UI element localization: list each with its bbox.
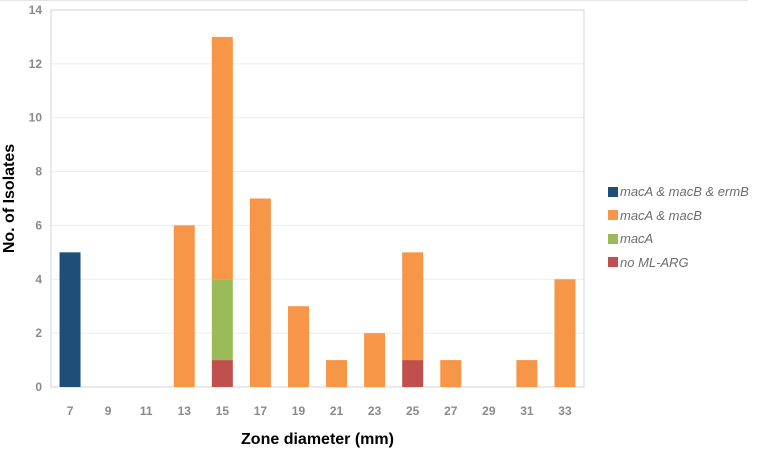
bar-segment (440, 360, 462, 387)
legend-label: macA (620, 231, 654, 247)
x-tick-label: 19 (292, 404, 306, 418)
y-tick-label: 2 (35, 326, 42, 340)
x-tick-label: 15 (216, 404, 230, 418)
bar-segment (402, 252, 424, 361)
bar-segment (326, 360, 348, 387)
x-tick-label: 17 (254, 404, 268, 418)
x-tick-label: 11 (140, 404, 153, 418)
gridlines (51, 9, 584, 388)
bar-segment (516, 360, 538, 387)
x-axis-ticks: 7 9 11 13 15 17 19 21 23 25 27 29 31 33 (67, 404, 572, 418)
bar-segment (59, 252, 81, 387)
x-tick-label: 33 (558, 404, 572, 418)
x-tick-label: 13 (178, 404, 192, 418)
legend-item: macA & macB & ermB (608, 180, 749, 204)
bars (59, 36, 576, 387)
y-tick-label: 14 (29, 3, 43, 17)
legend-label: no ML-ARG (620, 254, 689, 270)
y-tick-label: 6 (35, 218, 42, 232)
plot-area (50, 9, 585, 388)
x-tick-label: 31 (520, 404, 534, 418)
bar-segment (249, 198, 271, 387)
bar-segment (211, 360, 233, 387)
legend-swatch (608, 257, 618, 268)
legend: macA & macB & ermB macA & macB macA no ML-A… (608, 180, 749, 274)
legend-item: no ML-ARG (608, 251, 749, 275)
y-axis-title: No. of Isolates (1, 144, 18, 253)
legend-swatch (608, 233, 618, 244)
bar-segment (364, 333, 386, 387)
bar-segment (173, 225, 195, 387)
y-tick-label: 12 (29, 57, 43, 71)
x-tick-label: 9 (105, 404, 112, 418)
x-axis-title: Zone diameter (mm) (241, 431, 394, 448)
x-tick-label: 25 (406, 404, 420, 418)
y-tick-label: 8 (35, 165, 42, 179)
y-axis-ticks: 0 2 4 6 8 10 12 14 (29, 3, 43, 394)
x-tick-label: 23 (368, 404, 382, 418)
legend-label: macA & macB & ermB (620, 184, 749, 200)
bar-segment (402, 360, 424, 387)
y-tick-label: 10 (29, 111, 43, 125)
legend-item: macA (608, 227, 749, 251)
x-tick-label: 29 (482, 404, 496, 418)
legend-item: macA & macB (608, 204, 749, 228)
legend-swatch (608, 210, 618, 221)
legend-label: macA & macB (620, 207, 702, 223)
bar-segment (211, 279, 233, 361)
x-tick-label: 21 (330, 404, 344, 418)
bar-segment (211, 36, 233, 280)
bar-segment (554, 279, 576, 387)
bar-segment (287, 306, 309, 387)
x-tick-label: 7 (67, 404, 74, 418)
y-tick-label: 4 (35, 272, 42, 286)
y-tick-label: 0 (35, 380, 42, 394)
x-tick-label: 27 (444, 404, 458, 418)
legend-swatch (608, 186, 618, 197)
